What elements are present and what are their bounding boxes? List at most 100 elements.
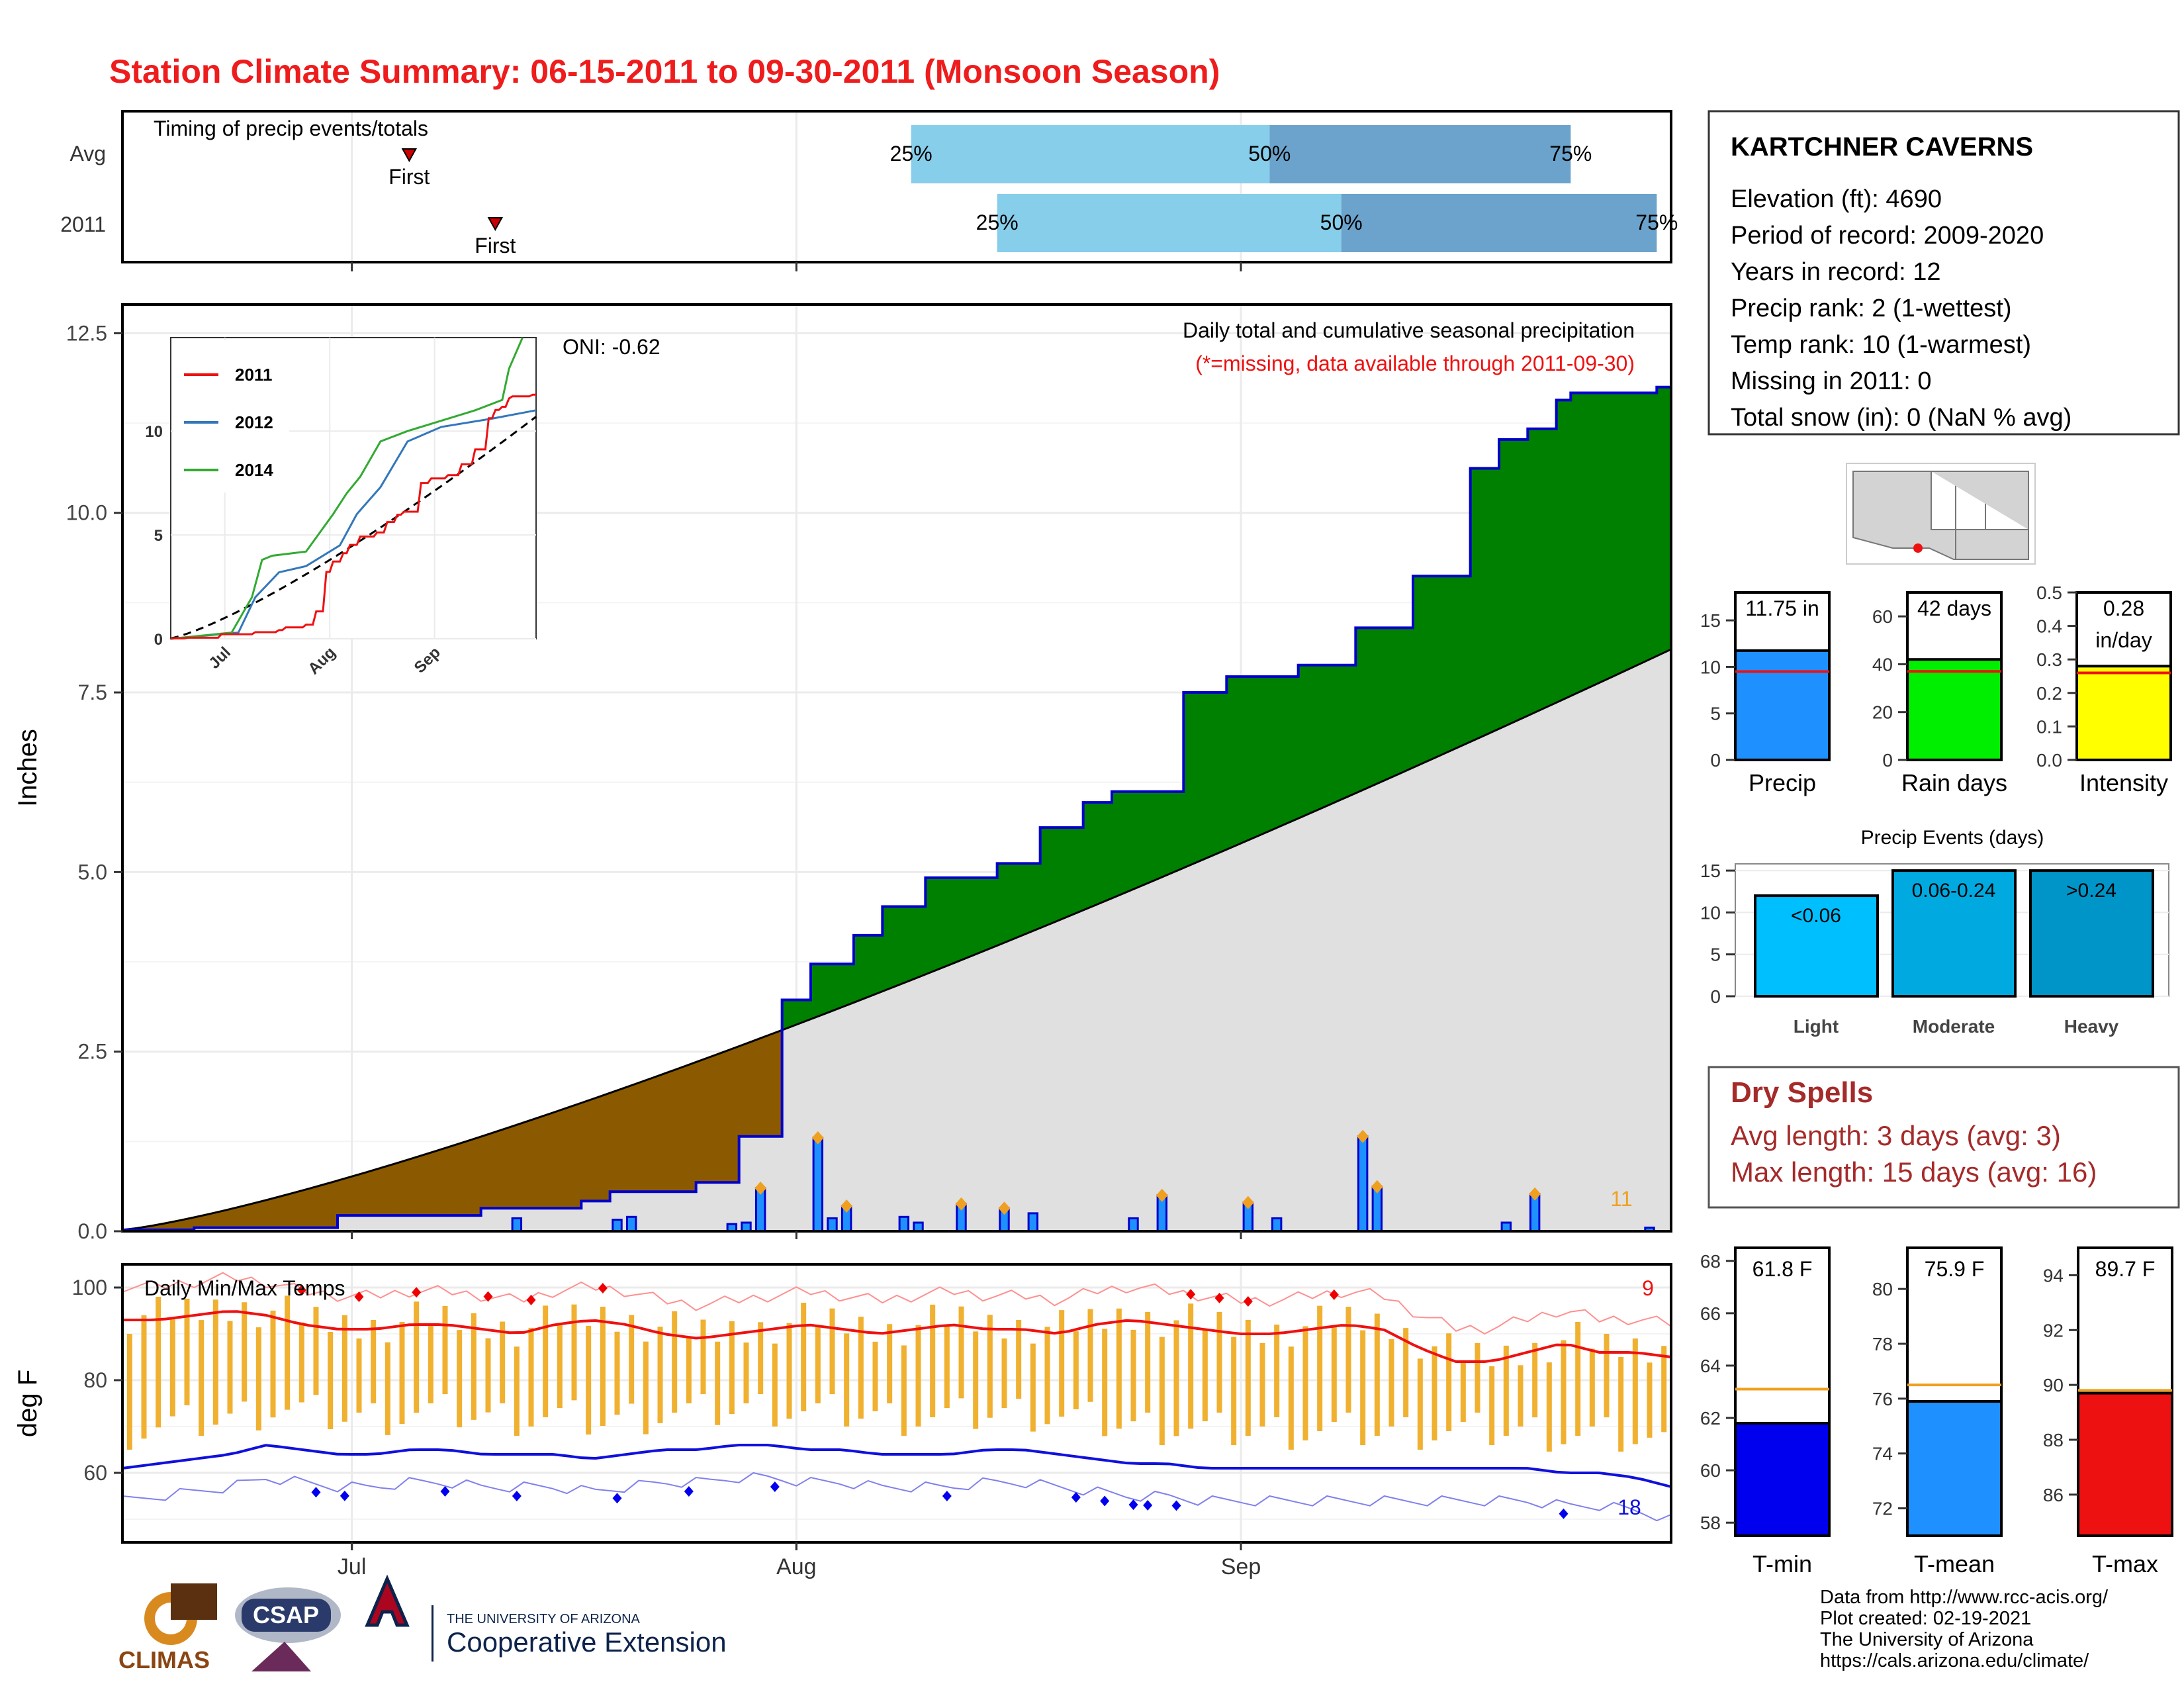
temperature-panel-frame	[121, 1263, 1672, 1544]
daily-precip-marker	[955, 1197, 968, 1211]
precip-y-tick-label: 0.0	[78, 1219, 107, 1243]
average-cumulative-area	[122, 649, 1671, 1231]
average-tmax-line	[122, 1310, 1672, 1363]
precip-value-label: 11.75 in	[1745, 596, 1819, 620]
precip-y-tick-label: 10	[1700, 657, 1721, 677]
tmax-y-tick-label: 94	[2043, 1265, 2064, 1286]
average-cumulative-line	[122, 648, 1672, 1231]
station-period: Period of record: 2009-2020	[1731, 222, 2044, 250]
record-low-marker	[1171, 1500, 1181, 1511]
record-low-marker	[440, 1486, 450, 1497]
rain-days-bar	[1906, 658, 2003, 762]
temperature-panel-background	[122, 1264, 1671, 1542]
precip-bar	[1734, 649, 1831, 761]
events-y-tick-label: 0	[1710, 986, 1721, 1007]
daily-precip-bar	[625, 1215, 637, 1233]
inset-y-tick-label: 5	[154, 527, 163, 545]
station-missing: Missing in 2011: 0	[1731, 367, 1931, 395]
csap-logo: CSAP	[235, 1587, 341, 1671]
record-low-marker	[612, 1493, 622, 1504]
dry-spells-max-length: Max length: 15 days (avg: 16)	[1731, 1156, 2097, 1188]
tmean-y-tick-label: 72	[1872, 1499, 1893, 1519]
temp-y-tick-label: 80	[83, 1368, 107, 1392]
station-info-box: KARTCHNER CAVERNS Elevation (ft): 4690 P…	[1707, 110, 2180, 436]
timing-row-2011-label: 2011	[60, 212, 106, 236]
record-low-line	[122, 1472, 1672, 1522]
record-high-marker	[1243, 1296, 1253, 1307]
record-low-marker	[311, 1487, 321, 1498]
daily-precip-bar	[827, 1217, 838, 1233]
inset-legend-label: 2012	[235, 412, 273, 432]
tmean-y-tick-label: 76	[1872, 1389, 1893, 1409]
events-bar-moderate	[1891, 869, 2017, 998]
intensity-y-tick-label: 0.0	[2036, 750, 2062, 771]
tmax-value-label: 89.7 F	[2095, 1257, 2156, 1281]
record-high-marker	[1214, 1292, 1224, 1303]
events-x-tick-label: Heavy	[2064, 1016, 2119, 1037]
precip-days-count: 11	[1610, 1187, 1632, 1211]
daily-precip-marker	[754, 1181, 767, 1195]
dry-spells-frame	[1707, 1066, 2180, 1209]
record-low-marker	[1143, 1500, 1153, 1511]
events-bar-value-label: 0.06-0.24	[1912, 880, 1996, 902]
tmax-label: T-max	[2092, 1550, 2158, 1577]
dry-spells-avg-length: Avg length: 3 days (avg: 3)	[1731, 1120, 2061, 1151]
precip-y-tick-label: 2.5	[78, 1040, 107, 1064]
tmax-y-tick-label: 92	[2043, 1320, 2064, 1340]
ua-cooperative-extension: Cooperative Extension	[447, 1626, 727, 1658]
events-y-tick-label: 15	[1700, 861, 1721, 881]
csap-logo-text: CSAP	[253, 1601, 319, 1628]
inset-legend-label: 2014	[235, 460, 273, 480]
intensity-label: Intensity	[2079, 769, 2168, 796]
timing-quartile-bar-lower	[997, 194, 1342, 252]
record-high-count: 9	[1642, 1276, 1654, 1300]
intensity-y-tick-label: 0.3	[2036, 649, 2062, 670]
timing-panel-label: Timing of precip events/totals	[154, 117, 428, 140]
climas-logo: CLIMAS	[118, 1583, 217, 1673]
timing-q25-label: 25%	[976, 211, 1019, 234]
timing-first-label: First	[475, 234, 516, 258]
tmin-value-label: 61.8 F	[1752, 1257, 1813, 1281]
record-low-marker	[512, 1491, 522, 1501]
tmean-label: T-mean	[1914, 1550, 1995, 1577]
tmax-y-tick-label: 88	[2043, 1430, 2064, 1450]
tmean-bar	[1906, 1400, 2003, 1537]
station-years: Years in record: 12	[1731, 258, 1941, 286]
season-totals-charts: 0 5 10 15 11.75 in Precip 0 20 40 60 42 days Rain d…	[1700, 583, 2172, 796]
timing-q75-label: 75%	[1549, 142, 1592, 165]
temp-y-tick-label: 60	[83, 1461, 107, 1485]
record-high-marker	[296, 1284, 306, 1295]
daily-precip-marker	[1156, 1188, 1168, 1202]
credits-block: Data from http://www.rcc-acis.org/ Plot …	[1820, 1587, 2109, 1671]
precip-y-tick-label: 7.5	[78, 680, 107, 704]
daily-precip-marker	[1529, 1187, 1541, 1201]
temp-y-tick-label: 100	[72, 1276, 107, 1299]
tmin-y-tick-label: 64	[1700, 1356, 1721, 1376]
credit-data-source: Data from http://www.rcc-acis.org/	[1820, 1587, 2109, 1608]
tmin-bar	[1734, 1421, 1831, 1538]
daily-precip-bar	[1027, 1212, 1039, 1233]
record-low-marker	[1128, 1499, 1138, 1511]
daily-precip-bar	[1128, 1217, 1139, 1233]
record-low-marker	[340, 1490, 349, 1501]
rain-days-y-tick-label: 0	[1882, 750, 1893, 771]
month-label: Sep	[1221, 1554, 1261, 1579]
temperature-panel: 60 80 100 Daily Min/Max Temps deg F 9 18 J…	[13, 1263, 1672, 1579]
rain-days-y-tick-label: 20	[1872, 702, 1893, 723]
daily-precip-marker	[1242, 1196, 1254, 1209]
dry-spells-title: Dry Spells	[1731, 1076, 1873, 1109]
station-elevation: Elevation (ft): 4690	[1731, 185, 1942, 213]
precip-subtitle: Daily total and cumulative seasonal prec…	[1183, 318, 1635, 342]
inset-legend-box	[173, 340, 289, 492]
precip-y-axis-label: Inches	[13, 729, 42, 807]
tmax-bar	[2077, 1391, 2173, 1538]
events-bar-light	[1754, 894, 1879, 998]
record-low-marker	[1559, 1508, 1569, 1519]
daily-precip-bar	[1357, 1135, 1369, 1233]
locator-map	[1846, 463, 2036, 565]
events-bar-heavy	[2029, 869, 2154, 998]
record-low-marker	[684, 1486, 694, 1497]
daily-precip-bar	[511, 1217, 523, 1233]
oni-value: ONI: -0.62	[563, 335, 660, 359]
